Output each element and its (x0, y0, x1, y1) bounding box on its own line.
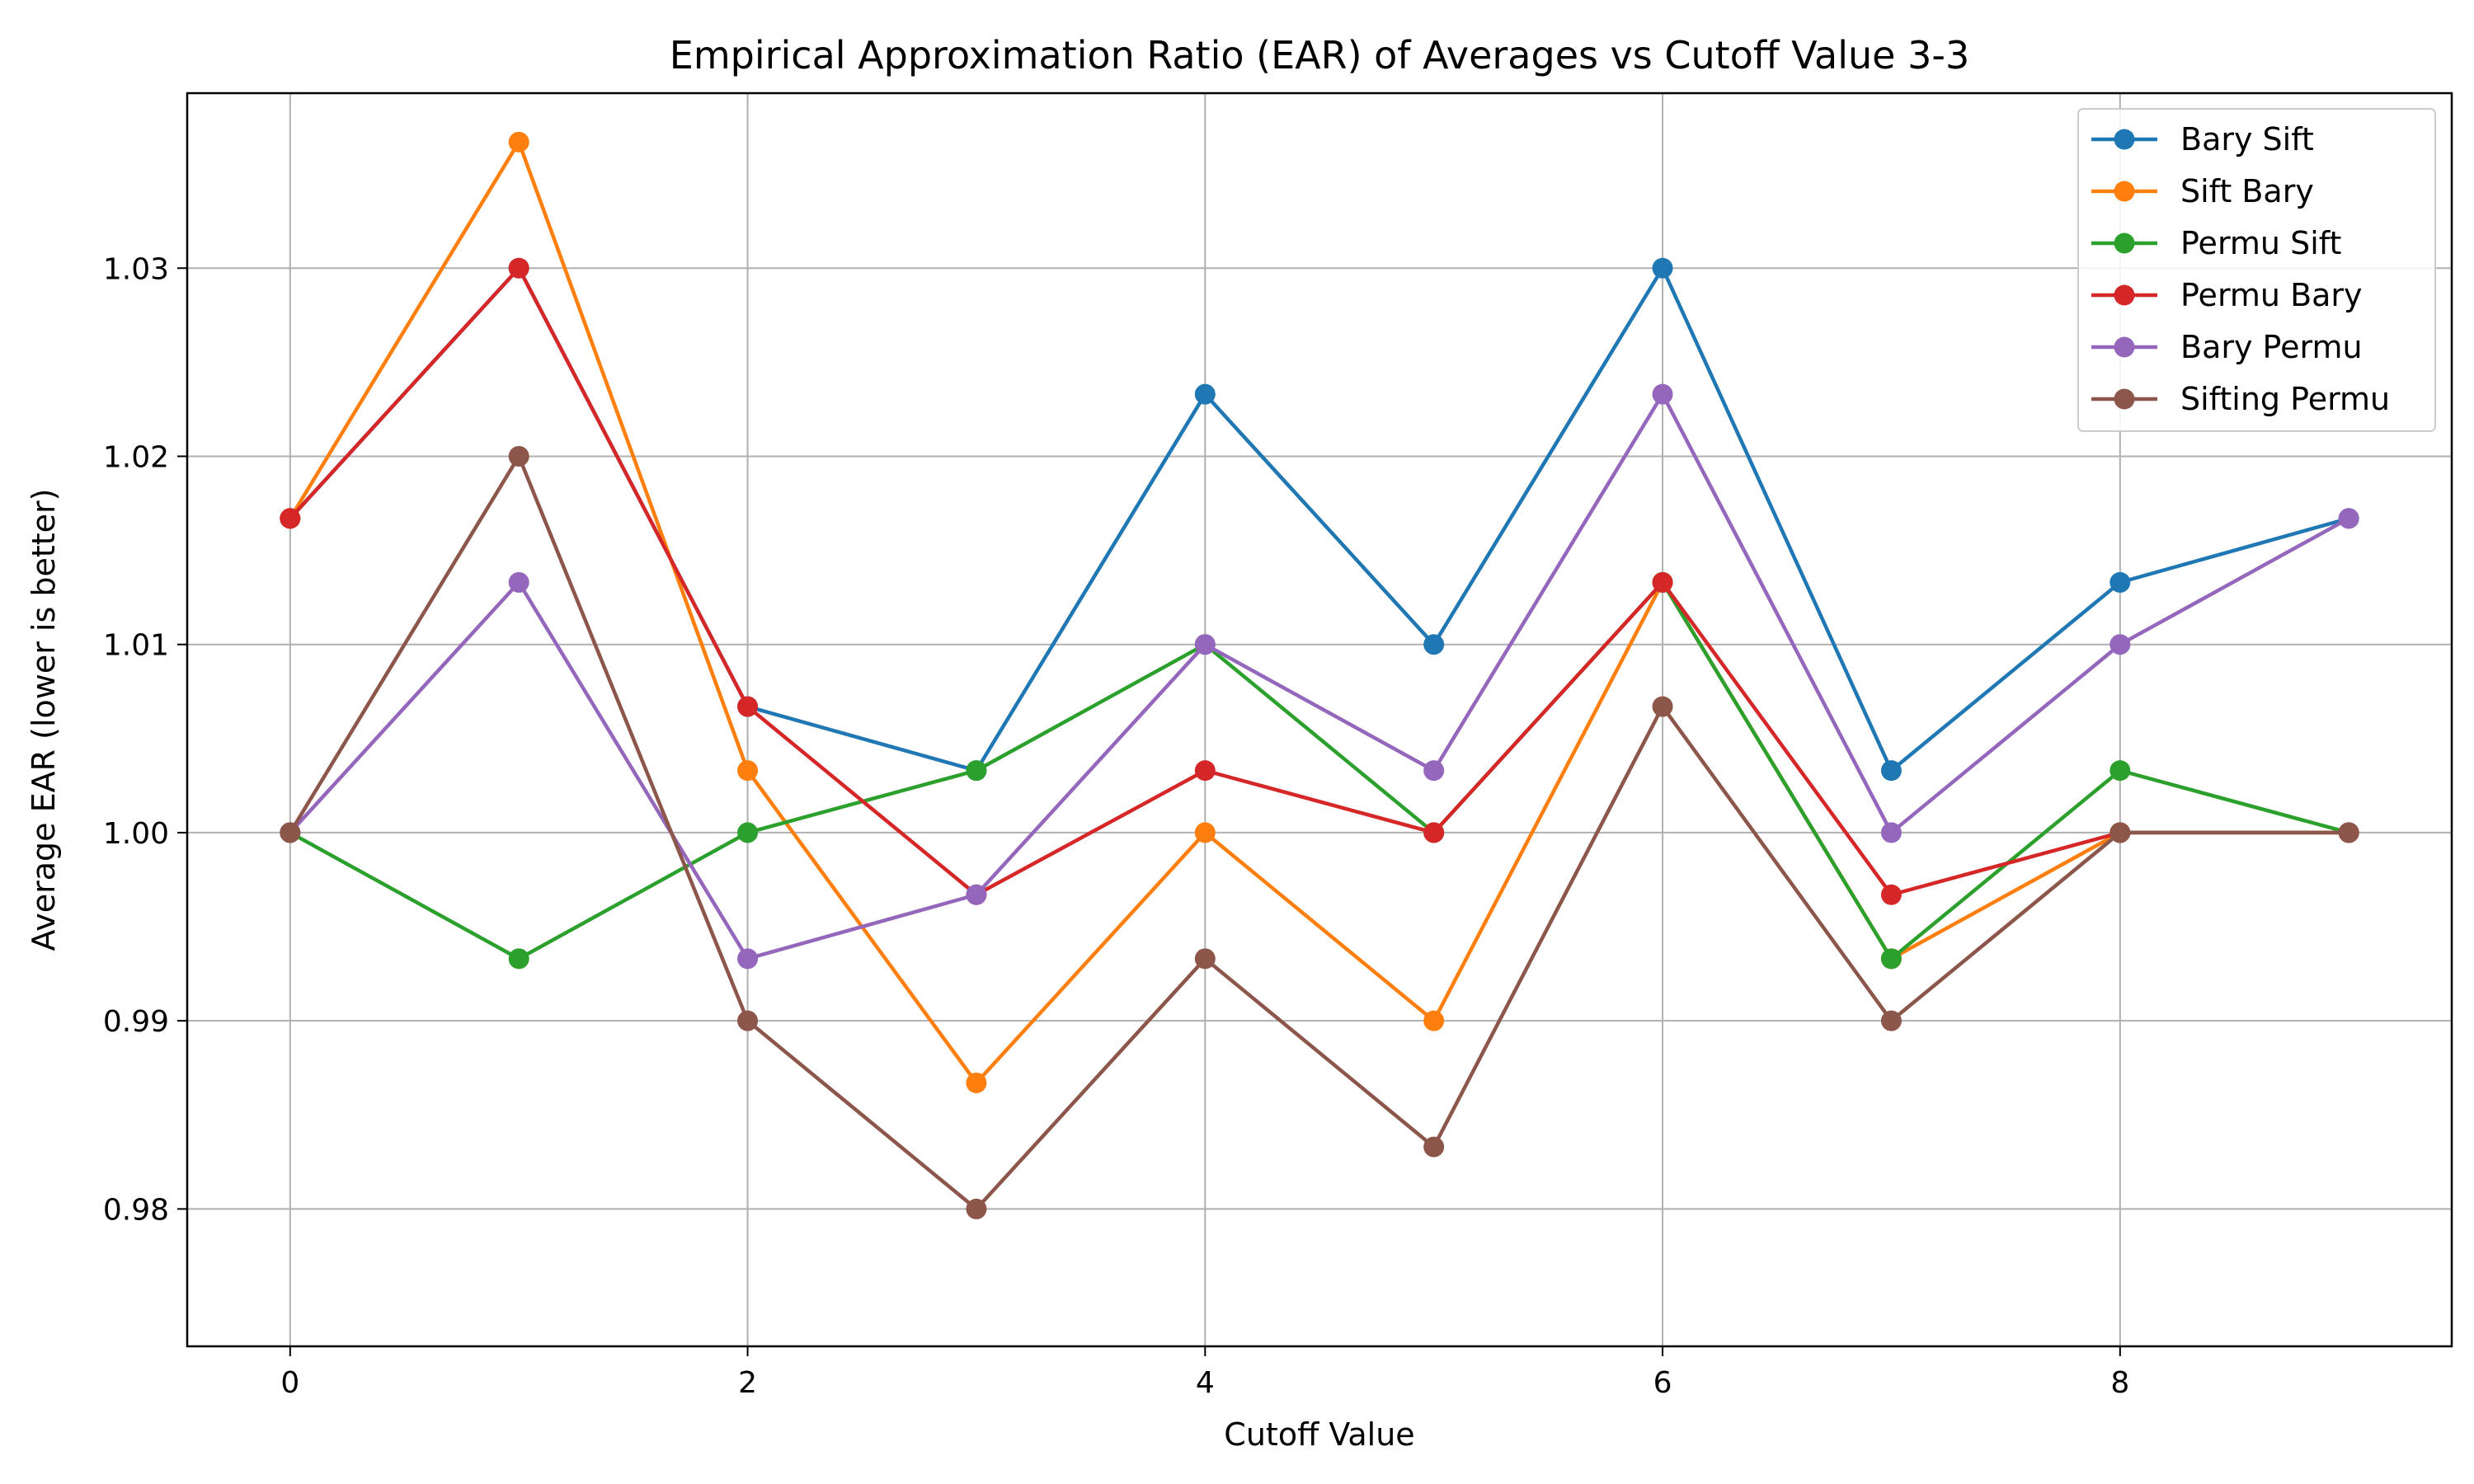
data-point (737, 696, 759, 717)
data-point (508, 948, 529, 970)
series-bary-permu (280, 383, 2359, 970)
legend-item: Sifting Permu (2091, 381, 2390, 417)
data-point (1194, 383, 1216, 405)
data-point (1194, 760, 1216, 782)
data-point (508, 445, 529, 467)
data-point (1880, 760, 1902, 782)
series-line (288, 454, 2349, 1211)
data-point (1423, 1136, 1445, 1158)
data-point (280, 822, 301, 843)
plot-series (280, 131, 2359, 1219)
data-point (1652, 696, 1673, 717)
data-point (508, 571, 529, 593)
x-tick-label: 6 (1653, 1366, 1672, 1400)
data-point (2338, 822, 2359, 843)
series-line (289, 266, 2349, 897)
data-point (1652, 257, 1673, 279)
data-point (280, 508, 301, 529)
y-tick-label: 1.03 (103, 252, 169, 286)
data-point (737, 822, 759, 843)
legend-label: Bary Permu (2180, 329, 2363, 365)
y-tick-label: 1.01 (103, 629, 169, 663)
legend-item: Sift Bary (2091, 173, 2314, 209)
x-tick-label: 0 (280, 1366, 299, 1400)
data-point (966, 760, 987, 782)
legend-label: Permu Bary (2180, 277, 2363, 313)
chart-title: Empirical Approximation Ratio (EAR) of A… (670, 33, 1970, 77)
data-point (1652, 571, 1673, 593)
data-point (2109, 822, 2131, 843)
legend-swatch-marker (2114, 129, 2135, 150)
data-point (1652, 383, 1673, 405)
y-tick-label: 1.00 (103, 817, 169, 851)
y-tick-label: 1.02 (103, 440, 169, 474)
data-point (1423, 634, 1445, 655)
y-tick-label: 0.98 (103, 1193, 169, 1227)
legend-label: Bary Sift (2180, 121, 2314, 157)
data-point (1194, 948, 1216, 970)
data-point (1194, 822, 1216, 843)
data-point (966, 1198, 987, 1219)
y-tick-label: 0.99 (103, 1005, 169, 1039)
data-point (1423, 760, 1445, 782)
data-point (1194, 634, 1216, 655)
data-point (966, 1072, 987, 1093)
legend-swatch-marker (2114, 388, 2135, 410)
data-point (737, 948, 759, 970)
x-tick-label: 4 (1196, 1366, 1215, 1400)
series-line (288, 140, 2349, 1085)
legend-box (2077, 108, 2436, 432)
data-point (2109, 760, 2131, 782)
grid-lines (187, 93, 2452, 1346)
data-point (1423, 1010, 1445, 1031)
data-point (1880, 948, 1902, 970)
x-axis-label: Cutoff Value (1224, 1416, 1414, 1453)
legend-label: Sift Bary (2180, 173, 2314, 209)
legend-swatch-marker (2114, 336, 2135, 358)
x-tick-label: 8 (2110, 1366, 2129, 1400)
legend-swatch-marker (2114, 284, 2135, 306)
data-point (508, 257, 529, 279)
data-point (966, 884, 987, 905)
data-point (1423, 822, 1445, 843)
data-point (508, 131, 529, 153)
data-point (2109, 571, 2131, 593)
legend-item: Permu Bary (2091, 277, 2363, 313)
data-point (1880, 1010, 1902, 1031)
series-sifting-permu (280, 445, 2359, 1219)
legend-item: Bary Permu (2091, 329, 2363, 365)
data-point (1880, 822, 1902, 843)
legend-item: Bary Sift (2091, 121, 2314, 157)
y-axis-label: Average EAR (lower is better) (26, 489, 62, 951)
legend-label: Permu Sift (2180, 225, 2341, 261)
legend-swatch-marker (2114, 181, 2135, 202)
data-point (1880, 884, 1902, 905)
legend-label: Sifting Permu (2180, 381, 2390, 417)
data-point (2109, 634, 2131, 655)
legend: Bary Sift Sift Bary Permu Sift Permu Bary Ba… (2077, 108, 2436, 432)
data-point (737, 760, 759, 782)
series-line (289, 392, 2350, 961)
plot-frame (186, 92, 2453, 1348)
legend-swatch-marker (2114, 232, 2135, 254)
data-point (737, 1010, 759, 1031)
axis-ticks: 0 2 4 6 8 0.98 0.99 1.00 1.01 1.02 1.03 (103, 252, 2129, 1400)
x-tick-label: 2 (738, 1366, 757, 1400)
legend-item: Permu Sift (2091, 225, 2341, 261)
data-point (2338, 508, 2359, 529)
